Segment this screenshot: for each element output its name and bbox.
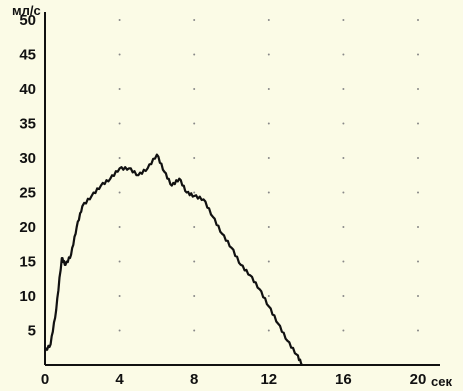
y-tick-label: 45 (19, 47, 36, 64)
grid-dot (417, 157, 419, 159)
grid-dot (118, 329, 121, 332)
y-tick-label: 5 (28, 323, 36, 340)
grid-dot (267, 19, 270, 21)
y-tick-label: 50 (19, 12, 36, 29)
y-tick-label: 20 (19, 219, 36, 236)
grid-dot (417, 53, 419, 56)
grid-dot (193, 191, 196, 194)
grid-dot (417, 226, 419, 228)
grid-dot (417, 122, 419, 125)
grid-dot (118, 191, 121, 194)
grid-dot (267, 53, 270, 56)
grid-dot (118, 295, 121, 297)
grid-dot (193, 329, 196, 332)
x-tick-label: 0 (41, 371, 49, 388)
x-tick-label: 20 (410, 371, 427, 388)
y-tick-labels: 5 10 15 20 25 30 35 40 45 50 (19, 12, 36, 340)
grid-dot (118, 88, 121, 90)
grid-dot (342, 53, 345, 56)
x-axis-unit-label: сек (431, 374, 452, 389)
grid-dot (193, 260, 196, 263)
grid-dot (417, 295, 419, 297)
grid-dot (193, 53, 196, 56)
grid-dot (118, 122, 121, 125)
grid-dot (193, 157, 196, 159)
y-tick-label: 10 (19, 288, 36, 305)
grid-dot (267, 226, 270, 228)
grid-dot (118, 157, 121, 159)
x-tick-label: 8 (190, 371, 198, 388)
grid-dot (342, 295, 345, 297)
grid-dot (267, 122, 270, 125)
x-tick-label: 16 (335, 371, 352, 388)
grid-dot (342, 122, 345, 125)
grid-dot (193, 19, 196, 21)
grid-dot (342, 260, 345, 263)
y-tick-label: 15 (19, 254, 36, 271)
grid-dot (342, 191, 345, 194)
grid-dot (118, 226, 121, 228)
grid-dot (342, 19, 345, 21)
y-tick-label: 40 (19, 81, 36, 98)
grid-dot (193, 122, 196, 125)
grid-dots (118, 19, 419, 332)
grid-dot (193, 226, 196, 228)
grid-dot (267, 191, 270, 194)
grid-dot (417, 88, 419, 90)
grid-dot (267, 329, 270, 332)
grid-dot (193, 295, 196, 297)
x-tick-label: 4 (115, 371, 124, 388)
grid-dot (118, 53, 121, 56)
grid-dot (342, 329, 345, 332)
grid-dot (118, 260, 121, 263)
grid-dot (193, 88, 196, 90)
grid-dot (267, 88, 270, 90)
grid-dot (417, 19, 419, 21)
grid-dot (417, 260, 419, 263)
grid-dot (118, 19, 121, 21)
y-tick-label: 30 (19, 150, 36, 167)
y-tick-label: 25 (19, 185, 36, 202)
x-tick-label: 12 (260, 371, 277, 388)
grid-dot (417, 329, 419, 332)
grid-dot (267, 157, 270, 159)
x-tick-labels: 0 4 8 12 16 20 (41, 371, 427, 388)
grid-dot (342, 88, 345, 90)
grid-dot (267, 295, 270, 297)
y-tick-label: 35 (19, 116, 36, 133)
flow-curve-line (43, 153, 304, 366)
grid-dot (267, 260, 270, 263)
grid-dot (342, 157, 345, 159)
grid-dot (417, 191, 419, 194)
grid-dot (342, 226, 345, 228)
y-axis-unit-label: мл/с (12, 3, 41, 18)
